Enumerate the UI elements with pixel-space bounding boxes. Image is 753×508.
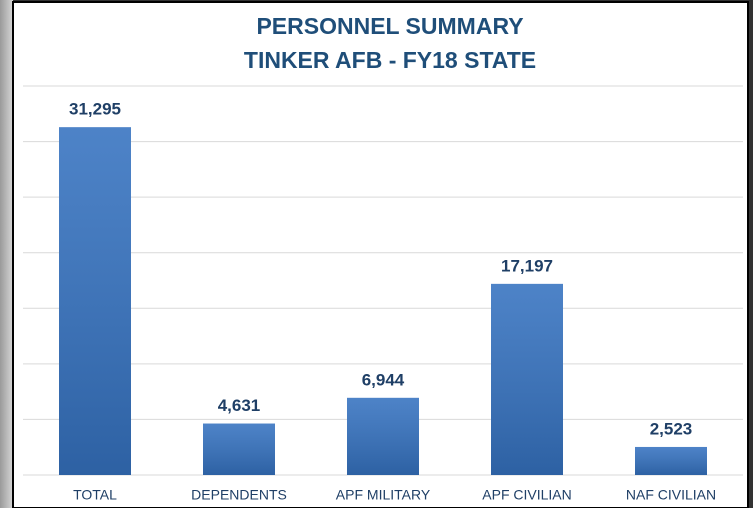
chart-title: PERSONNEL SUMMARY — [256, 13, 523, 39]
x-tick-label: APF CIVILIAN — [482, 487, 571, 503]
data-label: 2,523 — [650, 419, 693, 438]
data-label: 31,295 — [69, 100, 121, 119]
x-tick-label: APF MILITARY — [336, 487, 431, 503]
bar-shade — [203, 423, 275, 475]
bar-shade — [347, 397, 419, 475]
bar-shade — [635, 446, 707, 475]
side-strip — [0, 0, 13, 508]
x-tick-label: TOTAL — [73, 487, 117, 503]
bar-shade — [491, 283, 563, 475]
data-label: 6,944 — [362, 370, 405, 389]
data-label: 17,197 — [501, 256, 553, 275]
bar-shade — [59, 127, 131, 475]
chart-subtitle: TINKER AFB - FY18 STATE — [244, 47, 536, 73]
x-tick-label: DEPENDENTS — [191, 487, 287, 503]
data-label: 4,631 — [218, 396, 261, 415]
x-tick-label: NAF CIVILIAN — [626, 487, 716, 503]
